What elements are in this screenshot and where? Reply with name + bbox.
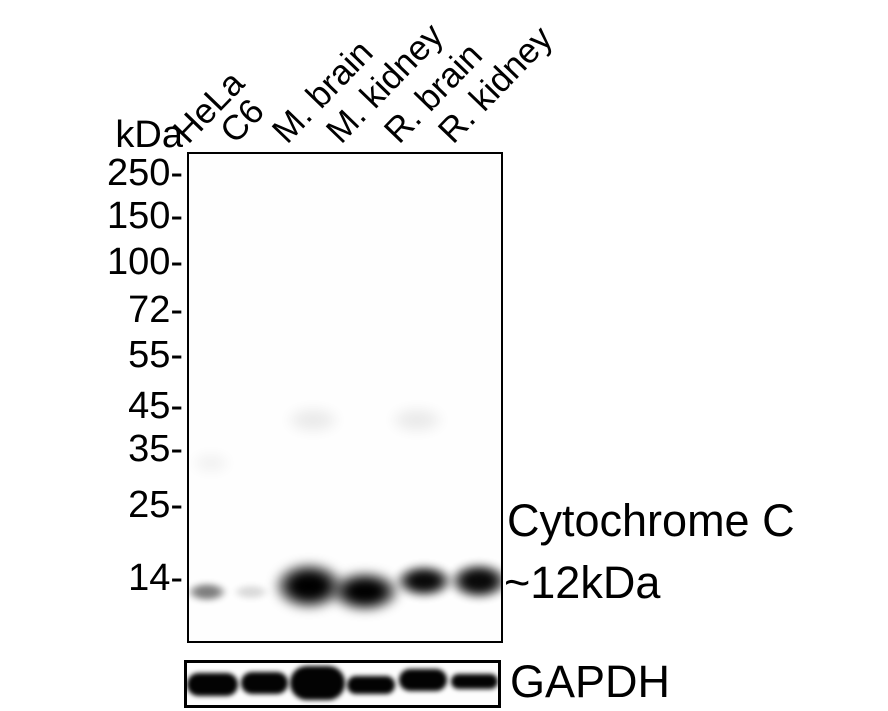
main-blot-panel	[187, 152, 503, 643]
gapdh-band-m-brain	[290, 666, 345, 700]
marker-column: 250- 150- 100- 72- 55- 45- 35- 25- 14-	[55, 0, 183, 711]
band-m-brain-42kda	[284, 406, 342, 434]
band-m-kidney-12kda	[328, 570, 402, 613]
band-r-brain-12kda	[394, 564, 454, 598]
kda-unit-label: kDa	[115, 114, 183, 156]
marker-label-45: 45-	[128, 385, 183, 427]
gapdh-band-m-kidney	[347, 676, 395, 694]
marker-label-100: 100-	[106, 241, 183, 283]
marker-label-72: 72-	[128, 289, 183, 331]
control-blot-panel	[184, 660, 501, 708]
band-c6-12kda	[232, 584, 270, 600]
marker-label-35: 35-	[128, 428, 183, 470]
gapdh-band-r-kidney	[451, 674, 498, 689]
loading-control-label: GAPDH	[510, 656, 671, 707]
target-name-label: Cytochrome C	[507, 495, 795, 546]
band-r-brain-42kda	[388, 406, 446, 434]
band-r-kidney-12kda	[448, 562, 501, 600]
gapdh-band-r-brain	[399, 669, 447, 691]
marker-label-14: 14-	[128, 557, 183, 599]
marker-label-25: 25-	[128, 484, 183, 526]
target-size-label: ~12kDa	[504, 557, 661, 608]
gapdh-band-c6	[241, 672, 288, 694]
marker-label-150: 150-	[106, 195, 183, 237]
marker-label-55: 55-	[128, 334, 183, 376]
band-hela-36kda	[190, 452, 232, 474]
marker-label-250: 250-	[106, 152, 183, 194]
band-hela-12kda	[189, 582, 228, 602]
gapdh-band-hela	[187, 673, 238, 696]
